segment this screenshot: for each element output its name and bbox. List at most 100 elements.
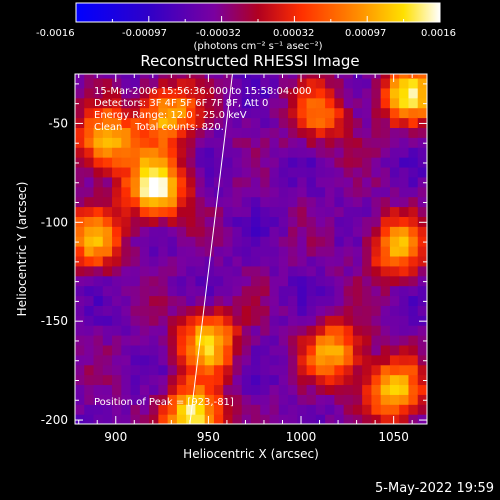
heatmap-cell-603 [223, 147, 234, 158]
heatmap-cell-254 [139, 394, 150, 405]
colorbar-tick-2: -0.00032 [196, 28, 241, 39]
heatmap-cell-1078 [343, 77, 354, 89]
heatmap-cell-49 [84, 285, 95, 297]
heatmap-cell-164 [112, 216, 122, 227]
heatmap-cell-773 [269, 246, 280, 257]
heatmap-cell-970 [315, 77, 326, 89]
heatmap-cell-48 [84, 295, 95, 306]
heatmap-cell-995 [325, 186, 335, 198]
heatmap-cell-862 [288, 77, 298, 89]
heatmap-cell-417 [176, 206, 187, 217]
heatmap-cell-590 [223, 275, 234, 287]
heatmap-cell-444 [186, 295, 197, 306]
heatmap-cell-130 [102, 196, 113, 208]
heatmap-cell-399 [176, 384, 187, 395]
heatmap-cell-386 [167, 157, 178, 168]
heatmap-cell-664 [241, 255, 252, 267]
heatmap-cell-905 [306, 364, 317, 376]
heatmap-cell-143 [102, 74, 113, 79]
heatmap-cell-652 [241, 374, 252, 386]
heatmap-cell-599 [223, 186, 234, 198]
heatmap-cell-38 [84, 394, 95, 405]
heatmap-cell-952 [315, 255, 326, 267]
heatmap-cell-947 [315, 305, 326, 316]
heatmap-cell-1223 [380, 74, 391, 79]
heatmap-cell-366 [167, 354, 178, 366]
heatmap-cell-790 [269, 77, 280, 89]
heatmap-cell-549 [213, 325, 224, 336]
colorbar-tick-4: 0.00097 [345, 28, 386, 39]
heatmap-cell-464 [186, 97, 197, 109]
heatmap-cell-798 [278, 354, 289, 366]
heatmap-cell-1277 [399, 246, 410, 257]
heatmap-cell-331 [158, 344, 169, 356]
heatmap-cell-411 [176, 265, 187, 277]
heatmap-cell-559 [213, 226, 224, 237]
heatmap-cell-696 [251, 295, 261, 306]
heatmap-cell-313 [149, 166, 159, 178]
heatmap-cell-611 [223, 74, 234, 79]
heatmap-cell-1282 [399, 196, 410, 208]
heatmap-cell-828 [288, 414, 298, 424]
heatmap-cell-511 [204, 344, 215, 356]
heatmap-cell-758 [269, 394, 280, 405]
heatmap-cell-438 [186, 354, 197, 366]
heatmap-cell-1170 [371, 236, 382, 247]
heatmap-cell-158 [112, 275, 122, 287]
heatmap-cell-969 [315, 87, 326, 99]
heatmap-cell-232 [130, 255, 141, 267]
heatmap-cell-501 [195, 87, 206, 99]
heatmap-cell-1101 [352, 206, 363, 217]
heatmap-cell-616 [232, 374, 243, 386]
heatmap-cell-886 [297, 196, 308, 208]
heatmap-cell-914 [306, 275, 317, 287]
heatmap-cell-351 [158, 147, 169, 158]
heatmap-cell-1000 [325, 137, 335, 148]
heatmap-cell-945 [315, 325, 326, 336]
heatmap-cell-1018 [334, 315, 345, 326]
heatmap-cell-276 [139, 176, 150, 188]
x-tick-950: 950 [197, 430, 220, 444]
heatmap-cell-784 [269, 137, 280, 148]
heatmap-cell-125 [102, 246, 113, 257]
heatmap-cell-428 [176, 97, 187, 109]
heatmap-cell-314 [149, 157, 159, 168]
heatmap-cell-394 [167, 77, 178, 89]
heatmap-cell-1155 [371, 384, 382, 395]
heatmap-cell-918 [306, 236, 317, 247]
heatmap-cell-171 [112, 147, 122, 158]
heatmap-cell-1025 [334, 246, 345, 257]
heatmap-cell-1007 [325, 74, 335, 79]
heatmap-cell-1021 [334, 285, 345, 297]
heatmap-cell-1300 [408, 374, 419, 386]
heatmap-cell-1319 [408, 186, 419, 198]
heatmap-cell-441 [186, 325, 197, 336]
heatmap-cell-1052 [343, 335, 354, 346]
heatmap-cell-1091 [352, 305, 363, 316]
heatmap-cell-343 [158, 226, 169, 237]
heatmap-cell-1005 [325, 87, 335, 99]
heatmap-cell-459 [186, 147, 197, 158]
heatmap-cell-267 [139, 265, 150, 277]
heatmap-cell-371 [167, 305, 178, 316]
heatmap-cell-545 [213, 364, 224, 376]
heatmap-cell-1039 [334, 107, 345, 119]
heatmap-cell-833 [288, 364, 298, 376]
heatmap-cell-151 [112, 344, 122, 356]
heatmap-cell-51 [84, 265, 95, 277]
heatmap-cell-488 [195, 216, 206, 227]
heatmap-cell-628 [232, 255, 243, 267]
heatmap-cell-682 [241, 77, 252, 89]
heatmap-cell-118 [102, 315, 113, 326]
heatmap-cell-1126 [362, 315, 373, 326]
heatmap-cell-500 [195, 97, 206, 109]
heatmap-cell-845 [288, 246, 298, 257]
heatmap-cell-292 [149, 374, 159, 386]
heatmap-cell-712 [251, 137, 261, 148]
heatmap-cell-60 [84, 176, 95, 188]
heatmap-cell-912 [306, 295, 317, 306]
heatmap-cell-902 [306, 394, 317, 405]
limb-line [189, 74, 233, 424]
heatmap-cell-936 [315, 414, 326, 424]
heatmap-cell-604 [223, 137, 234, 148]
